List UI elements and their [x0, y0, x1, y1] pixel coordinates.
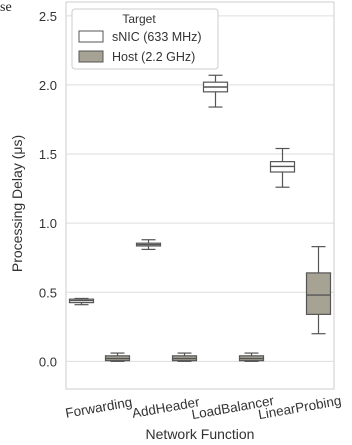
cropped-text-fragment: se — [0, 0, 12, 15]
y-tick-label: 1.5 — [39, 147, 57, 162]
box-snic-forwarding — [68, 297, 95, 306]
y-tick-label: 1.0 — [39, 216, 57, 231]
box-host-linearprobing — [305, 246, 332, 335]
box-snic-addheader — [135, 239, 162, 251]
legend-label: Host (2.2 GHz) — [112, 50, 195, 64]
x-tick-label: Forwarding — [64, 394, 133, 420]
y-tick-labels: 0.0 0.5 1.0 1.5 2.0 2.5 — [39, 9, 57, 370]
y-tick-label: 0.0 — [39, 354, 57, 369]
legend-items: sNIC (633 MHz) Host (2.2 GHz) — [78, 30, 202, 64]
box-host-loadbalancer — [238, 352, 265, 362]
y-tick-label: 0.5 — [39, 285, 57, 300]
legend: Target sNIC (633 MHz) Host (2.2 GHz) — [71, 8, 219, 70]
box-iqr — [305, 272, 332, 315]
y-tick-label: 2.5 — [39, 9, 57, 24]
y-tick-label: 2.0 — [39, 78, 57, 93]
legend-label: sNIC (633 MHz) — [112, 30, 202, 44]
legend-swatch — [78, 50, 104, 63]
box-snic-loadbalancer — [202, 74, 229, 108]
legend-title: Target — [122, 12, 156, 26]
x-axis-label: Network Function — [146, 426, 255, 442]
legend-frame — [71, 8, 219, 70]
legend-swatch — [78, 30, 104, 43]
y-axis-label: Processing Delay (μs) — [9, 135, 25, 272]
box-host-addheader — [171, 352, 198, 362]
box-snic-linearprobing — [269, 147, 296, 188]
boxes — [68, 74, 332, 362]
box-host-forwarding — [104, 352, 131, 362]
x-tick-labels: ForwardingAddHeaderLoadBalancerLinearPro… — [64, 393, 342, 422]
